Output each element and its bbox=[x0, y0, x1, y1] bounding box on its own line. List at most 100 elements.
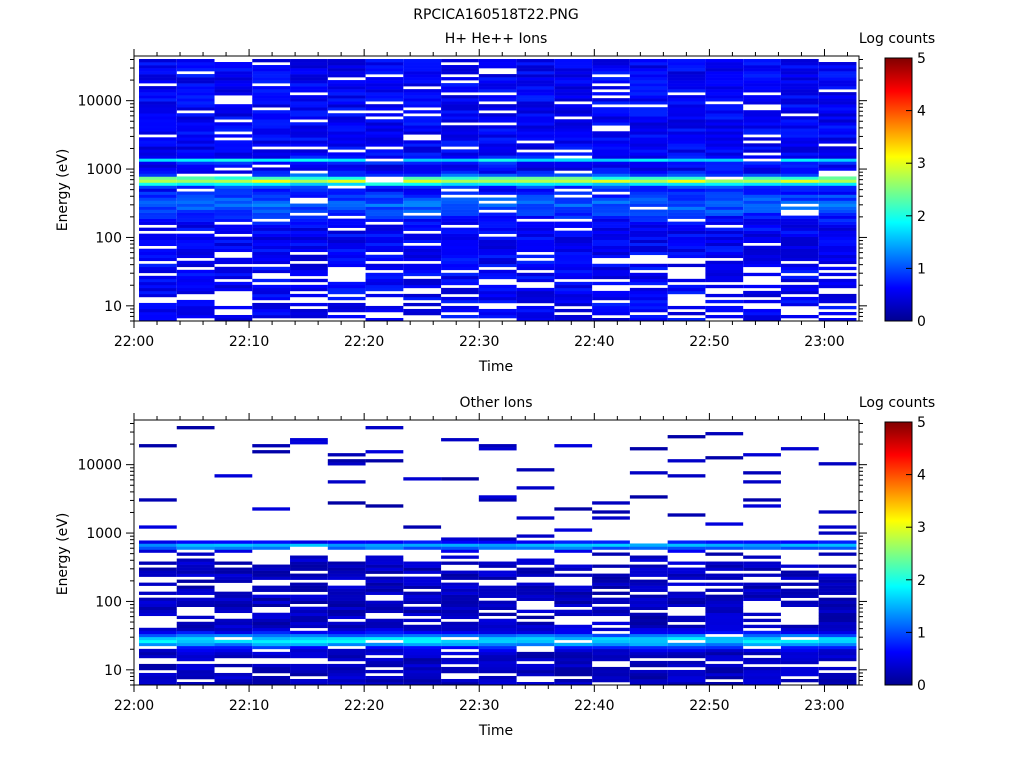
heatmap-cell bbox=[780, 299, 819, 304]
heatmap-cell bbox=[365, 164, 404, 168]
heatmap-cell bbox=[629, 158, 668, 162]
heatmap-cell bbox=[252, 59, 291, 63]
heatmap-cell bbox=[629, 110, 668, 114]
heatmap-cell bbox=[214, 305, 253, 310]
heatmap-cell bbox=[818, 197, 857, 201]
heatmap-cell bbox=[780, 230, 819, 234]
heatmap-cell bbox=[441, 200, 479, 204]
heatmap-cell bbox=[780, 290, 819, 295]
heatmap-cell bbox=[176, 314, 215, 319]
heatmap-cell bbox=[592, 609, 630, 614]
heatmap-cell bbox=[327, 101, 366, 105]
heatmap-cell bbox=[743, 128, 781, 132]
heatmap-cell bbox=[365, 155, 404, 159]
heatmap-cell bbox=[139, 89, 177, 93]
heatmap-cell bbox=[139, 627, 177, 632]
x-tick-label: 22:40 bbox=[574, 698, 614, 714]
heatmap-cell bbox=[478, 224, 517, 228]
heatmap-cell bbox=[441, 134, 479, 138]
heatmap-cell bbox=[818, 618, 857, 623]
heatmap-cell bbox=[365, 426, 404, 430]
heatmap-cell bbox=[214, 546, 253, 550]
heatmap-cell bbox=[592, 101, 630, 105]
heatmap-cell bbox=[252, 158, 291, 162]
heatmap-cell bbox=[214, 62, 253, 66]
heatmap-cell bbox=[365, 603, 404, 607]
heatmap-cell bbox=[818, 128, 857, 132]
heatmap-cell bbox=[554, 197, 593, 201]
heatmap-cell bbox=[403, 254, 442, 259]
heatmap-cell bbox=[327, 570, 366, 574]
heatmap-cell bbox=[139, 314, 177, 319]
heatmap-cell bbox=[365, 281, 404, 286]
heatmap-cell bbox=[592, 540, 630, 544]
heatmap-cell bbox=[252, 236, 291, 240]
heatmap-cell bbox=[516, 203, 555, 207]
heatmap-cell bbox=[705, 582, 744, 586]
heatmap-cell bbox=[554, 573, 593, 577]
heatmap-cell bbox=[629, 119, 668, 123]
heatmap-cell bbox=[705, 191, 744, 195]
heatmap-cell bbox=[139, 113, 177, 117]
heatmap-cell bbox=[327, 657, 366, 662]
heatmap-cell bbox=[403, 227, 442, 231]
heatmap-cell bbox=[176, 672, 215, 677]
heatmap-cell bbox=[252, 137, 291, 141]
heatmap-cell bbox=[478, 564, 517, 568]
heatmap-cell bbox=[327, 80, 366, 84]
heatmap-cell bbox=[516, 122, 555, 126]
heatmap-cell bbox=[214, 236, 253, 240]
heatmap-cell bbox=[176, 221, 215, 225]
heatmap-cell bbox=[403, 200, 442, 204]
heatmap-cell bbox=[478, 537, 517, 541]
heatmap-cell bbox=[592, 230, 630, 234]
heatmap-cell bbox=[290, 167, 328, 171]
heatmap-cell bbox=[441, 540, 479, 544]
heatmap-cell bbox=[629, 633, 668, 638]
heatmap-cell bbox=[403, 663, 442, 668]
heatmap-cell bbox=[780, 239, 819, 243]
heatmap-cell bbox=[365, 182, 404, 186]
heatmap-cell bbox=[554, 624, 593, 629]
heatmap-cell bbox=[365, 224, 404, 228]
heatmap-cell bbox=[327, 480, 366, 484]
heatmap-cell bbox=[365, 89, 404, 93]
heatmap-cell bbox=[629, 239, 668, 243]
heatmap-cell bbox=[139, 179, 177, 183]
heatmap-cell bbox=[667, 615, 706, 620]
heatmap-cell bbox=[478, 642, 517, 647]
heatmap-cell bbox=[667, 71, 706, 75]
heatmap-cell bbox=[554, 161, 593, 165]
heatmap-cell bbox=[780, 543, 819, 547]
heatmap-cell bbox=[327, 221, 366, 225]
heatmap-cell bbox=[327, 633, 366, 638]
heatmap-cell bbox=[441, 65, 479, 69]
heatmap-cell bbox=[290, 639, 328, 644]
heatmap-cell bbox=[176, 119, 215, 123]
heatmap-cell bbox=[780, 242, 819, 247]
heatmap-cell bbox=[139, 308, 177, 313]
heatmap-cell bbox=[176, 573, 215, 577]
heatmap-cell bbox=[516, 570, 555, 574]
heatmap-cell bbox=[667, 98, 706, 102]
heatmap-cell bbox=[629, 152, 668, 156]
heatmap-cell bbox=[139, 164, 177, 168]
heatmap-cell bbox=[516, 305, 555, 310]
heatmap-cell bbox=[441, 110, 479, 114]
heatmap-cell bbox=[139, 185, 177, 189]
heatmap-cell bbox=[629, 290, 668, 295]
heatmap-cell bbox=[818, 113, 857, 117]
heatmap-cell bbox=[592, 221, 630, 225]
heatmap-cell bbox=[516, 65, 555, 69]
heatmap-cell bbox=[176, 248, 215, 253]
heatmap-cell bbox=[780, 68, 819, 72]
heatmap-cell bbox=[327, 95, 366, 99]
heatmap-cell bbox=[214, 107, 253, 111]
heatmap-cell bbox=[252, 540, 291, 544]
heatmap-cell bbox=[478, 152, 517, 156]
heatmap-cell bbox=[441, 438, 479, 442]
heatmap-cell bbox=[818, 272, 857, 277]
heatmap-cell bbox=[629, 293, 668, 298]
heatmap-cell bbox=[705, 603, 744, 607]
heatmap-cell bbox=[629, 597, 668, 601]
